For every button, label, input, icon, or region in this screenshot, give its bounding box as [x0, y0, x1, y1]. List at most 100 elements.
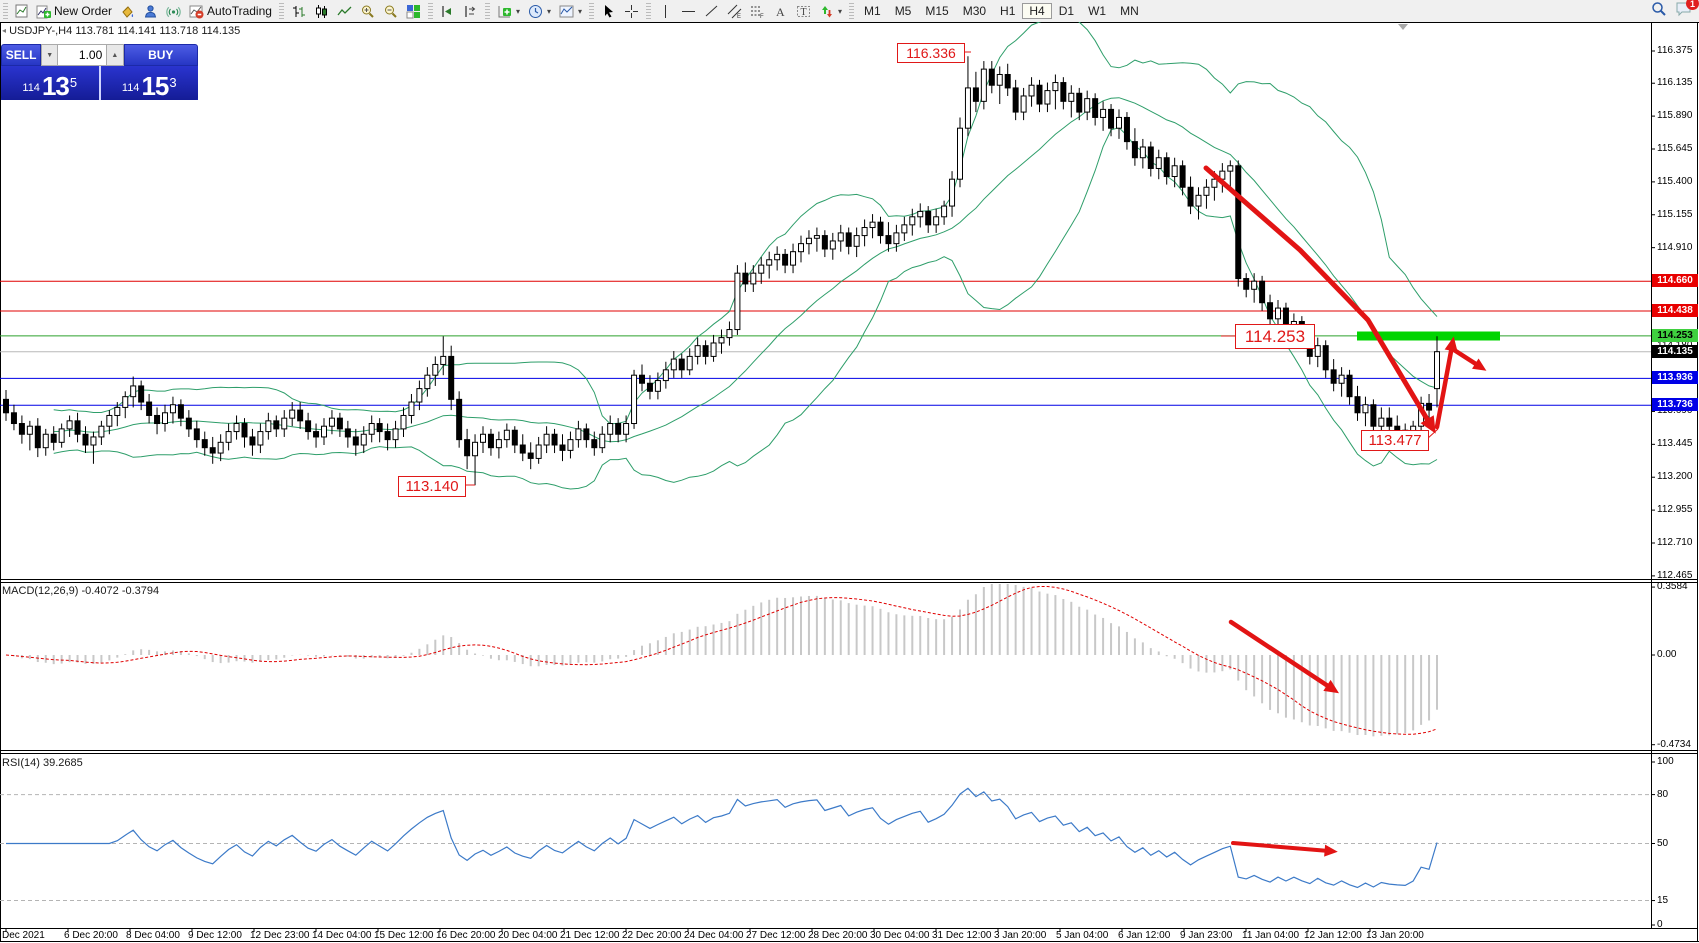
candle-body: [352, 436, 359, 446]
tab-mn[interactable]: MN: [1120, 4, 1139, 18]
zoom-in-icon[interactable]: [356, 0, 379, 22]
text-label-tool[interactable]: T: [792, 0, 815, 22]
candle-body: [734, 272, 741, 331]
candle-body: [1044, 90, 1051, 105]
cursor-tool[interactable]: [597, 0, 620, 22]
arrows-tool[interactable]: ▾: [815, 0, 846, 22]
tab-m30[interactable]: M30: [962, 4, 987, 18]
buy-button[interactable]: BUY: [123, 44, 198, 66]
sell-price[interactable]: 114 13 5: [1, 66, 101, 100]
main-chart-pane[interactable]: [0, 23, 1650, 579]
lot-increase-button[interactable]: ▲: [106, 44, 124, 66]
tab-h4[interactable]: H4: [1022, 3, 1052, 19]
new-order-label: New Order: [54, 4, 113, 18]
chart-window-icon[interactable]: [11, 0, 32, 22]
candle-body: [392, 428, 399, 441]
x-axis-label: 12 Jan 12:00: [1304, 930, 1362, 941]
tab-d1[interactable]: D1: [1058, 4, 1075, 18]
bar-chart-mode-icon[interactable]: [287, 0, 310, 22]
candle-body: [774, 253, 781, 261]
candle-body: [305, 420, 312, 433]
chart-shift-icon[interactable]: [459, 0, 482, 22]
tab-h1[interactable]: H1: [1000, 4, 1016, 18]
candle-body: [480, 433, 486, 443]
candle-body: [185, 417, 192, 430]
toolbar-grip[interactable]: [278, 3, 284, 19]
lot-size-input[interactable]: 1.00: [58, 44, 107, 66]
candle-body: [273, 420, 280, 430]
scroll-to-end-icon[interactable]: [436, 0, 459, 22]
toolbar-grip[interactable]: [427, 3, 433, 19]
sell-button[interactable]: SELL: [1, 44, 42, 66]
search-icon[interactable]: [1651, 1, 1667, 20]
signals-icon[interactable]: [162, 0, 185, 22]
chart-shift-marker[interactable]: [1398, 24, 1408, 30]
price-level-chip: 114.438: [1652, 304, 1698, 318]
candle-body: [1203, 186, 1210, 196]
trendline-tool[interactable]: [700, 0, 723, 22]
zoom-out-icon[interactable]: [379, 0, 402, 22]
crosshair-tool[interactable]: [620, 0, 643, 22]
tab-m1[interactable]: M1: [864, 4, 881, 18]
add-indicator-button[interactable]: ▾: [493, 0, 524, 22]
price-axis-tick: 112.710: [1657, 536, 1693, 548]
toolbar-grip[interactable]: [484, 3, 490, 19]
candle-body: [726, 329, 733, 339]
horizontal-line-tool[interactable]: [677, 0, 700, 22]
candle-body: [996, 73, 1003, 86]
x-axis-label: 9 Dec 12:00: [188, 930, 242, 941]
candle-body: [1322, 345, 1329, 371]
notifications-icon[interactable]: 1: [1675, 0, 1699, 20]
candle-body: [972, 87, 979, 102]
tab-w1[interactable]: W1: [1088, 4, 1107, 18]
candle-body: [1275, 307, 1281, 320]
line-chart-mode-icon[interactable]: [333, 0, 356, 22]
x-axis-label: Dec 2021: [2, 930, 45, 941]
candle-body: [10, 412, 17, 425]
candle-body: [742, 272, 749, 285]
candlestick-mode-icon[interactable]: [310, 0, 333, 22]
new-order-button[interactable]: New Order: [32, 0, 116, 22]
candle-body: [162, 412, 168, 425]
buy-price-pips: 15: [141, 71, 169, 101]
periods-button[interactable]: ▾: [524, 0, 555, 22]
candle-body: [885, 235, 892, 245]
fibonacci-tool[interactable]: F: [746, 0, 769, 22]
toolbar-grip[interactable]: [589, 3, 594, 19]
x-axis-label: 11 Jan 04:00: [1242, 930, 1300, 941]
rsi-axis-tick: 80: [1657, 788, 1669, 800]
candle-body: [1052, 82, 1059, 92]
autotrading-button[interactable]: AutoTrading: [185, 0, 276, 22]
candle-body: [821, 235, 828, 250]
lot-decrease-button[interactable]: ▼: [41, 44, 59, 66]
macd-pane[interactable]: [0, 583, 1650, 750]
tab-m15[interactable]: M15: [925, 4, 949, 18]
tile-windows-icon[interactable]: [402, 0, 425, 22]
tab-m5[interactable]: M5: [894, 4, 912, 18]
x-axis-label: 27 Dec 12:00: [746, 930, 806, 941]
rsi-pane[interactable]: [0, 754, 1650, 928]
equidistant-channel-tool[interactable]: E: [723, 0, 746, 22]
candle-body: [988, 68, 995, 86]
candle-body: [837, 232, 844, 242]
toolbar-grip[interactable]: [849, 3, 855, 19]
candle-body: [34, 425, 41, 449]
paint-bucket-icon[interactable]: [116, 0, 139, 22]
vertical-line-tool[interactable]: [654, 0, 677, 22]
candle-body: [360, 433, 367, 446]
text-tool[interactable]: A: [769, 0, 792, 22]
toolbar-grip[interactable]: [646, 3, 651, 19]
bollinger-lower-band: [53, 127, 1438, 490]
toolbar-grip[interactable]: [3, 3, 8, 19]
templates-button[interactable]: ▾: [555, 0, 586, 22]
candle-body: [957, 127, 963, 180]
expert-advisors-icon[interactable]: [139, 0, 162, 22]
macd-label: MACD(12,26,9) -0.4072 -0.3794: [2, 585, 160, 597]
candle-body: [551, 433, 558, 446]
x-axis-label: 24 Dec 04:00: [684, 930, 744, 941]
candle-body: [18, 423, 25, 435]
candle-body: [591, 439, 598, 449]
buy-price[interactable]: 114 15 3: [100, 66, 198, 101]
